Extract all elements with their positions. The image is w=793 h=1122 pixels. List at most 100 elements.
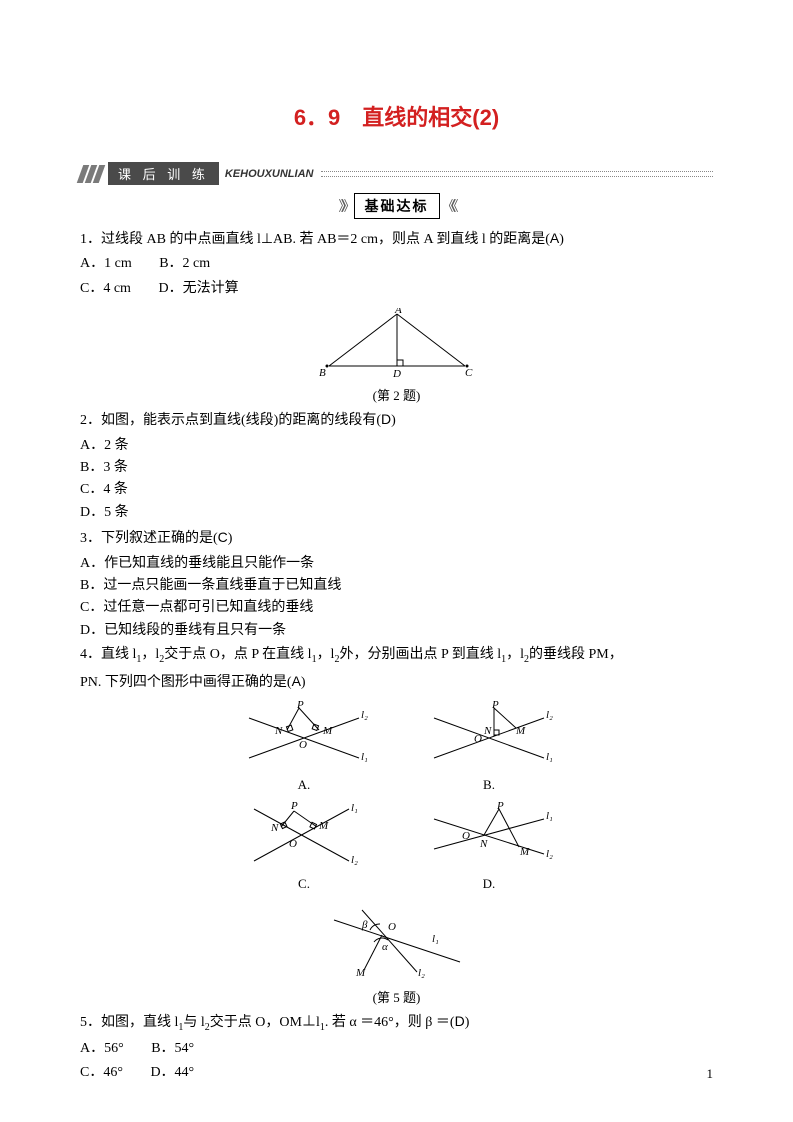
q5-options-row1: A．56° B．54° — [80, 1038, 713, 1060]
question-1: 1．过线段 AB 的中点画直线 l⊥AB. 若 AB＝2 cm，则点 A 到直线… — [80, 227, 713, 251]
q5-stem-d: . 若 α ＝46°，则 β ＝( — [325, 1015, 455, 1030]
q5-opt-a: A．56° — [80, 1038, 124, 1060]
chevron-right-icon: 《《 — [442, 196, 455, 216]
question-5: 5．如图，直线 l1与 l2交于点 O，OM⊥l1. 若 α ＝46°，则 β … — [80, 1010, 713, 1036]
q5-stem-c: 交于点 O，OM⊥l — [210, 1015, 320, 1030]
q3-opt-d: D．已知线段的垂线有且只有一条 — [80, 620, 713, 642]
svg-text:l₂: l₂ — [546, 848, 553, 860]
svg-text:l₂: l₂ — [418, 967, 425, 979]
q5-opt-b: B．54° — [151, 1038, 194, 1060]
question-2: 2．如图，能表示点到直线(线段)的距离的线段有(D) — [80, 408, 713, 432]
q1-stem: 1．过线段 AB 的中点画直线 l⊥AB. 若 AB＝2 cm，则点 A 到直线… — [80, 232, 550, 247]
svg-text:N: N — [479, 838, 488, 850]
section-bar-dots — [321, 171, 713, 177]
q4-stem-b: ，l — [141, 647, 159, 662]
label-D: D — [392, 368, 401, 378]
section-bar: 课 后 训 练 KEHOUXUNLIAN — [80, 162, 713, 185]
figure-q5-caption: (第 5 题) — [80, 987, 713, 1006]
q1-options-row1: A．1 cm B．2 cm — [80, 253, 713, 275]
q5-stem-e: ) — [465, 1015, 470, 1030]
section-bar-pinyin: KEHOUXUNLIAN — [225, 168, 314, 180]
q3-stem: 3．下列叙述正确的是( — [80, 531, 218, 546]
q4-answer: A — [292, 673, 301, 689]
q2-opt-c: C．4 条 — [80, 479, 713, 501]
svg-text:l₂: l₂ — [361, 709, 368, 721]
q4-stem-g: 的垂线段 PM， — [529, 647, 623, 662]
q4-line2-a: PN. 下列四个图形中画得正确的是( — [80, 675, 292, 690]
svg-text:O: O — [388, 921, 396, 933]
svg-text:α: α — [382, 941, 388, 953]
question-3: 3．下列叙述正确的是(C) — [80, 526, 713, 550]
q4-label-c: C. — [227, 876, 382, 892]
svg-text:N: N — [270, 822, 279, 834]
q1-options-row2: C．4 cm D．无法计算 — [80, 278, 713, 300]
svg-text:M: M — [322, 725, 333, 737]
svg-text:N: N — [483, 725, 492, 737]
svg-text:l₁: l₁ — [351, 802, 358, 814]
figure-q5: O M l₁ l₂ α β — [80, 900, 713, 985]
q4-stem-e: 外，分别画出点 P 到直线 l — [339, 647, 501, 662]
q5-stem-a: 5．如图，直线 l — [80, 1015, 178, 1030]
q5-options-row2: C．46° D．44° — [80, 1062, 713, 1084]
q5-opt-c: C．46° — [80, 1062, 123, 1084]
svg-text:O: O — [474, 733, 482, 745]
q1-opt-c: C．4 cm — [80, 278, 131, 300]
svg-text:M: M — [515, 725, 526, 737]
svg-text:N: N — [274, 725, 283, 737]
subheading: 》》 基础达标 《《 — [80, 193, 713, 219]
q4-label-a: A. — [227, 777, 382, 793]
q4-stem-a: 4．直线 l — [80, 647, 136, 662]
q4-stem-f: ，l — [506, 647, 524, 662]
svg-text:P: P — [496, 800, 504, 812]
q3-opt-b: B．过一点只能画一条直线垂直于已知直线 — [80, 575, 713, 597]
q4-option-a-figure: PO NM l₂l₁ A. — [227, 700, 382, 793]
svg-text:O: O — [289, 838, 297, 850]
chevron-left-icon: 》》 — [339, 196, 352, 216]
svg-text:l₁: l₁ — [432, 933, 439, 945]
svg-text:O: O — [299, 739, 307, 751]
svg-text:l₂: l₂ — [546, 709, 553, 721]
q4-label-d: D. — [412, 876, 567, 892]
q4-figure-grid: P O N M l₂ l₁ A. P O N M l₂ l₁ B. — [227, 700, 567, 892]
svg-text:β: β — [361, 919, 368, 931]
page-number: 1 — [707, 1066, 714, 1082]
q1-stem-end: ) — [559, 232, 564, 247]
label-B: B — [319, 367, 326, 378]
svg-text:M: M — [519, 846, 530, 858]
triangle-diagram: A B C D — [317, 308, 477, 378]
section-bar-label: 课 后 训 练 — [108, 162, 219, 185]
q1-opt-a: A．1 cm — [80, 253, 132, 275]
q3-opt-c: C．过任意一点都可引已知直线的垂线 — [80, 597, 713, 619]
question-4-line2: PN. 下列四个图形中画得正确的是(A) — [80, 670, 713, 694]
question-4: 4．直线 l1，l2交于点 O，点 P 在直线 l1，l2外，分别画出点 P 到… — [80, 644, 713, 668]
q1-opt-d: D．无法计算 — [158, 278, 238, 300]
q2-opt-d: D．5 条 — [80, 502, 713, 524]
svg-text:l₁: l₁ — [546, 751, 553, 763]
q4-line2-b: ) — [301, 675, 306, 690]
q2-answer: D — [381, 411, 391, 427]
q3-stem-end: ) — [228, 531, 233, 546]
label-C: C — [465, 367, 473, 378]
q4-label-b: B. — [412, 777, 567, 793]
q2-opt-a: A．2 条 — [80, 435, 713, 457]
q2-opt-b: B．3 条 — [80, 457, 713, 479]
q3-answer: C — [218, 529, 228, 545]
label-A: A — [394, 308, 402, 316]
q4-stem-c: 交于点 O，点 P 在直线 l — [164, 647, 311, 662]
q3-options: A．作已知直线的垂线能且只能作一条 B．过一点只能画一条直线垂直于已知直线 C．… — [80, 553, 713, 643]
page-title: 6．9 直线的相交(2) — [80, 100, 713, 132]
svg-text:P: P — [290, 800, 298, 812]
q4-option-d-figure: PO NM l₁l₂ D. — [412, 799, 567, 892]
q2-stem: 2．如图，能表示点到直线(线段)的距离的线段有( — [80, 413, 381, 428]
figure-q2-caption: (第 2 题) — [80, 385, 713, 404]
subheading-text: 基础达标 — [354, 193, 440, 219]
svg-text:l₂: l₂ — [351, 854, 358, 866]
svg-text:O: O — [462, 830, 470, 842]
svg-text:M: M — [318, 820, 329, 832]
svg-text:P: P — [296, 700, 304, 711]
figure-q2: A B C D — [80, 308, 713, 383]
svg-text:P: P — [491, 700, 499, 711]
q5-opt-d: D．44° — [150, 1062, 194, 1084]
section-bar-slashes — [80, 164, 102, 184]
q5-stem-b: 与 l — [183, 1015, 204, 1030]
